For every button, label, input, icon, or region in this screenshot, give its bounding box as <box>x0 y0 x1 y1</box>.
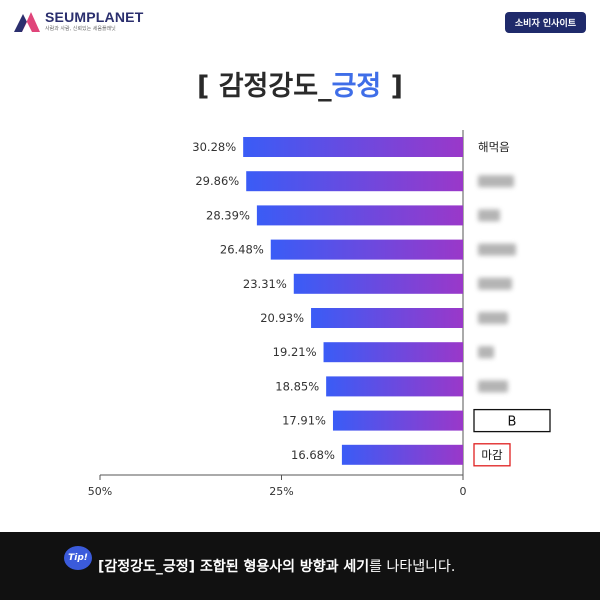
data-label: 28.39% <box>206 208 250 222</box>
category-label-box <box>473 408 551 433</box>
logo: SEUMPLANET 사람과 사람, 신뢰있는 세움플래닛 <box>14 10 143 32</box>
x-tick-label: 25% <box>269 485 293 498</box>
category-label-redacted <box>478 175 514 188</box>
data-label: 19.21% <box>273 345 317 359</box>
data-label: 26.48% <box>220 243 264 257</box>
tip-bubble: Tip! <box>64 546 92 570</box>
bar <box>270 239 463 260</box>
category-label-redacted <box>478 209 500 222</box>
footer-text-bold: [감정강도_긍정] 조합된 형용사의 방향과 세기 <box>98 559 370 575</box>
footer-text: [감정강도_긍정] 조합된 형용사의 방향과 세기를 나타냅니다. <box>98 556 455 576</box>
data-label: 17.91% <box>282 414 326 428</box>
logo-mountain-icon <box>14 12 40 32</box>
data-label: 16.68% <box>291 448 335 462</box>
bar <box>323 342 463 363</box>
category-badge: 소비자 인사이트 <box>504 12 586 33</box>
footer-text-rest: 를 나타냅니다. <box>369 559 456 575</box>
bar <box>326 376 463 397</box>
data-label: 23.31% <box>243 277 287 291</box>
x-tick-label: 50% <box>88 485 112 498</box>
title-accent: 긍정 <box>331 71 382 102</box>
category-label-redacted <box>478 312 508 324</box>
data-label: 30.28% <box>192 140 236 154</box>
data-label: 29.86% <box>195 174 239 188</box>
category-label: 마감 <box>481 448 503 462</box>
bar-chart: 50% 25% 0 30.28% 해먹음 29.86% 28.39% 26.48% 23.31%… <box>88 130 551 498</box>
category-label: 해먹음 <box>478 140 510 154</box>
logo-name: SEUMPLANET <box>45 9 144 25</box>
title-open: [ 감정강도_ <box>196 71 332 102</box>
page-title: [ 감정강도_긍정 ] <box>0 64 600 103</box>
data-label: 20.93% <box>260 311 304 325</box>
x-tick-label: 0 <box>460 485 467 498</box>
title-close: ] <box>381 71 404 102</box>
bar <box>246 171 463 192</box>
category-label-box <box>473 443 511 467</box>
bar <box>311 308 463 328</box>
bar <box>256 205 463 226</box>
category-label-redacted <box>478 346 494 359</box>
bar <box>243 137 463 157</box>
bar <box>293 273 463 294</box>
category-label-redacted <box>478 243 516 256</box>
data-label: 18.85% <box>275 379 319 393</box>
category-label: B <box>508 415 517 430</box>
bar <box>341 444 463 465</box>
category-label-redacted <box>478 380 508 393</box>
logo-tagline: 사람과 사람, 신뢰있는 세움플래닛 <box>45 26 116 32</box>
bar <box>332 410 463 431</box>
category-label-redacted <box>478 277 512 290</box>
footer-bar <box>0 532 600 600</box>
